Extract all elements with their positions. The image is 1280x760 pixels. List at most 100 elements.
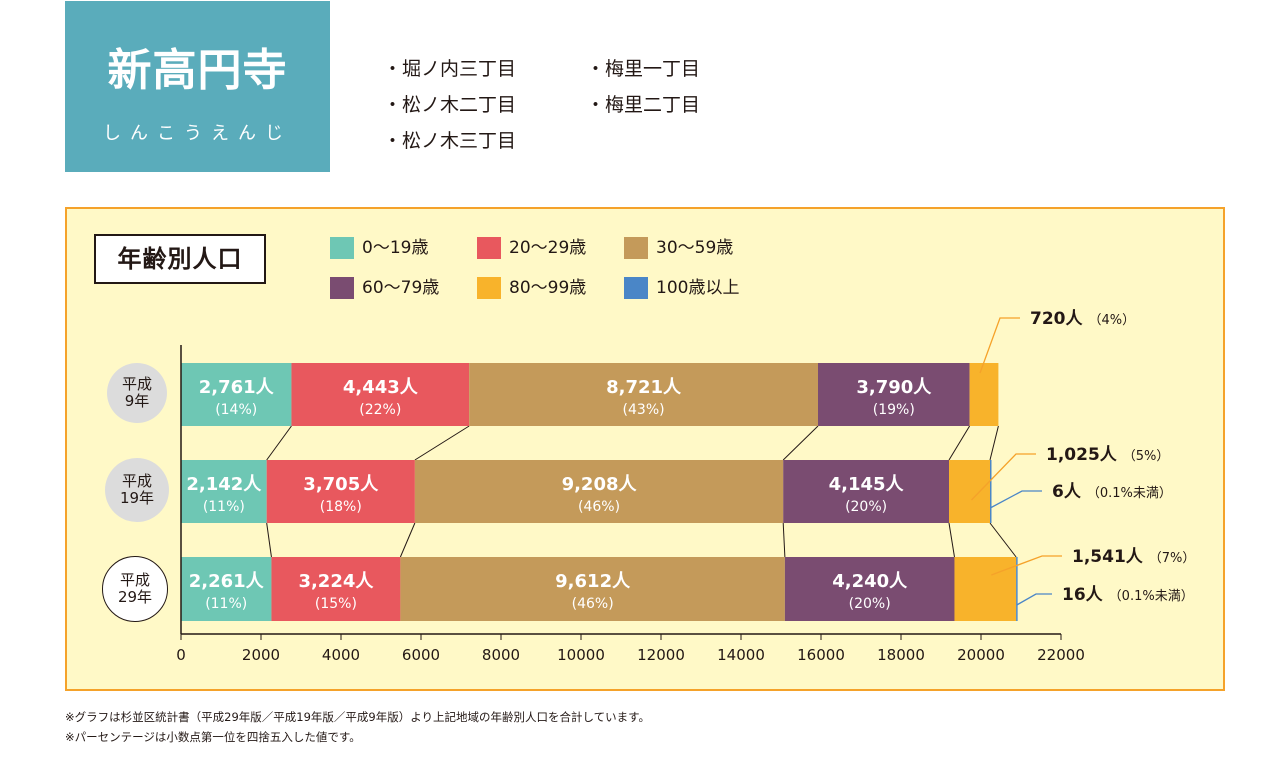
legend-swatch [477,237,501,259]
legend-swatch [624,237,648,259]
year-badge-h29: 平成 29年 [102,556,168,622]
callout-label: 1,541人 （7%） [1072,547,1195,567]
area-item: ・梅里二丁目 [586,94,701,116]
data-label: 9,612人 [555,571,631,592]
data-label-pct: (11%) [203,499,245,515]
callout-line [979,317,1020,374]
year-badge-line: 29年 [117,588,153,606]
connector-line [989,522,1017,558]
area-item: ・堀ノ内三丁目 [383,58,517,80]
callout-label: 6人 （0.1%未満） [1052,482,1172,502]
year-badge-line: 9年 [124,392,150,410]
legend-item-100-plus: 100歳以上 [624,276,764,300]
area-item: ・松ノ木三丁目 [383,130,517,152]
bar-segment [990,460,992,523]
legend-item-20-29: 20〜29歳 [477,236,617,260]
x-tick-label: 2000 [242,646,280,664]
bar-segment [266,460,415,523]
data-label-pct: (11%) [205,596,247,612]
bar-segment [271,557,401,621]
year-badge-h19: 平成 19年 [105,458,169,522]
connector-line [782,522,786,558]
callout-label: 16人 （0.1%未満） [1062,585,1194,605]
callout-label: 720人 （4%） [1030,309,1135,329]
data-label-pct: (18%) [320,499,362,515]
x-tick-label: 0 [176,646,186,664]
year-badge-line: 平成 [121,471,152,490]
data-label-pct: (46%) [572,596,614,612]
bar-segment [783,460,949,523]
legend-swatch [330,237,354,259]
footnote: ※グラフは杉並区統計書（平成29年版／平成19年版／平成9年版）より上記地域の年… [65,710,650,724]
data-label-pct: (15%) [315,596,357,612]
legend-label: 0〜19歳 [362,238,429,258]
legend-label: 30〜59歳 [656,238,734,258]
district-title: 新高円寺 [107,45,288,96]
data-label-pct: (20%) [849,596,891,612]
bar-segment [291,363,470,426]
legend-swatch [330,277,354,299]
data-label: 4,443人 [343,377,419,398]
x-tick-label: 22000 [1037,646,1085,664]
bar-segment [1016,557,1018,621]
bar-segment [181,363,292,426]
legend-label: 20〜29歳 [509,238,587,258]
legend-item-60-79: 60〜79歳 [330,276,470,300]
footnote: ※パーセンテージは小数点第一位を四捨五入した値です。 [65,730,361,744]
legend-item-0-19: 0〜19歳 [330,236,470,260]
data-label-pct: (43%) [623,402,665,418]
bar-segment [818,363,970,426]
bar-segment [181,557,272,621]
x-tick-label: 8000 [482,646,520,664]
legend-swatch [624,277,648,299]
x-tick-label: 14000 [717,646,765,664]
connector-line [414,425,470,461]
data-label: 3,224人 [298,571,374,592]
data-label: 3,790人 [856,377,932,398]
connector-line [399,522,416,558]
data-label-pct: (14%) [215,402,257,418]
data-label-pct: (19%) [873,402,915,418]
legend-item-80-99: 80〜99歳 [477,276,617,300]
area-item: ・梅里一丁目 [586,58,701,80]
callout-line [991,555,1062,576]
legend-swatch [477,277,501,299]
bar-segment [784,557,955,621]
legend-label: 100歳以上 [656,278,740,298]
connector-line [948,522,955,558]
x-tick-label: 16000 [797,646,845,664]
chart-title: 年齢別人口 [94,234,266,284]
callout-line [1016,593,1052,606]
data-label: 4,145人 [829,474,905,495]
data-label: 2,261人 [189,571,265,592]
district-reading: しんこうえんじ [103,123,292,144]
bar-segment [400,557,785,621]
connector-line [948,425,971,461]
district-title-box: 新高円寺 しんこうえんじ [65,1,330,172]
callout-line [989,490,1042,509]
year-badge-h9: 平成 9年 [107,363,167,423]
x-tick-label: 10000 [557,646,605,664]
bar-segment [469,363,818,426]
year-badge-line: 19年 [119,489,155,507]
x-tick-label: 20000 [957,646,1005,664]
callout-label: 1,025人 （5%） [1046,445,1169,465]
data-label: 2,761人 [199,377,275,398]
data-label-pct: (46%) [578,499,620,515]
bar-segment [414,460,784,523]
data-label-pct: (22%) [359,402,401,418]
x-tick-label: 18000 [877,646,925,664]
x-tick-label: 4000 [322,646,360,664]
x-tick-label: 12000 [637,646,685,664]
data-label: 2,142人 [186,474,262,495]
connector-line [989,425,999,461]
bar-segment [954,557,1017,621]
legend-label: 80〜99歳 [509,278,587,298]
data-label: 9,208人 [562,474,638,495]
connector-line [266,425,292,461]
data-label: 3,705人 [303,474,379,495]
year-badge-line: 平成 [121,374,152,393]
connector-line [782,425,819,461]
connector-line [266,522,272,558]
